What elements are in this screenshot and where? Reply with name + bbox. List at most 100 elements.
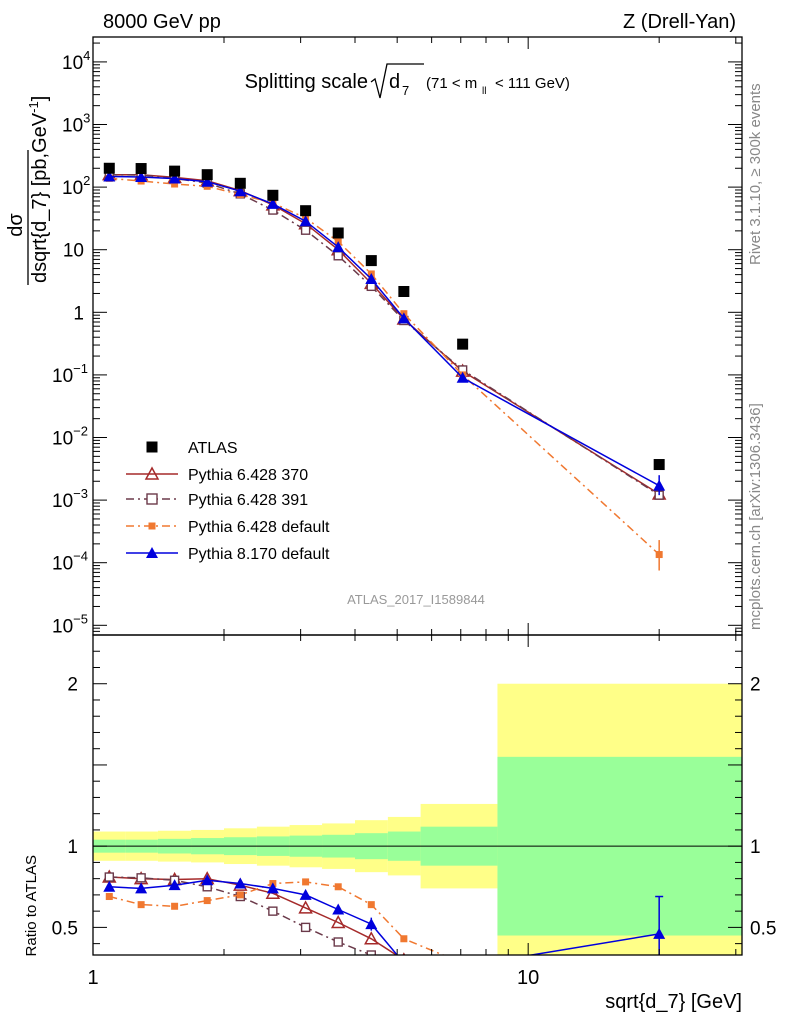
x-tick-label: 1: [87, 967, 98, 989]
y-tick-label: 10: [63, 241, 84, 262]
y-tick-label: 10−4: [52, 549, 88, 575]
y-tick-label: 10−3: [52, 486, 88, 512]
ratio-line: [109, 879, 660, 955]
legend: ATLAS Pythia 6.428 370 Pythia 6.428 391 Pyt…: [126, 440, 330, 563]
series-atlas: [103, 162, 665, 471]
legend-label: Pythia 6.428 370: [188, 467, 308, 484]
marker-triangle: [103, 170, 116, 182]
side-label-mcplots: mcplots.cern.ch [arXiv:1306.3436]: [747, 403, 764, 630]
legend-label: Pythia 6.428 default: [188, 519, 330, 536]
ratio-tick-label-right: 2: [750, 675, 761, 696]
marker-triangle: [397, 312, 410, 324]
ylabel-numerator: dσ: [5, 213, 27, 237]
legend-entry: Pythia 6.428 370: [126, 466, 308, 484]
title-range-pre: (71 < m: [426, 75, 477, 92]
header-right: Z (Drell-Yan): [623, 11, 736, 33]
marker-square: [234, 177, 246, 189]
legend-entry: Pythia 8.170 default: [126, 546, 330, 563]
marker-triangle: [234, 877, 247, 889]
marker-square-open: [333, 251, 343, 261]
legend-entry: Pythia 6.428 391: [126, 492, 308, 509]
marker-square: [334, 883, 342, 891]
marker-triangle: [266, 197, 279, 209]
legend-label: Pythia 6.428 391: [188, 492, 308, 509]
marker-square: [171, 180, 179, 188]
marker-square-open: [300, 922, 311, 933]
marker-square: [400, 935, 408, 943]
header-left: 8000 GeV pp: [103, 11, 221, 33]
marker-square: [267, 189, 279, 201]
ylabel-exp: -1: [26, 101, 41, 113]
legend-label: ATLAS: [188, 440, 238, 457]
ratio-tick-label: 1: [67, 837, 78, 858]
ratio-tick-label-right: 0.5: [750, 918, 776, 939]
marker-triangle: [201, 175, 214, 187]
series-pythia-8-170-default: [103, 170, 666, 491]
marker-square: [148, 522, 156, 530]
marker-square-open: [366, 950, 376, 955]
ylabel-close: ]: [29, 96, 51, 102]
marker-triangle: [456, 371, 469, 383]
legend-entry: ATLAS: [146, 440, 238, 457]
marker-square: [135, 163, 147, 175]
side-label-rivet: Rivet 3.1.10, ≥ 300k events: [747, 83, 764, 265]
ratio-error-bars: [337, 895, 664, 955]
plot-title: Splitting scale d 7 (71 < m ll < 111 GeV…: [245, 63, 570, 99]
legend-entry: Pythia 6.428 default: [126, 519, 330, 536]
marker-square: [103, 162, 115, 174]
y-tick-label: 104: [62, 48, 90, 74]
ratio-line: [109, 876, 375, 955]
marker-square: [105, 893, 113, 901]
sqrt-symbol: [370, 63, 424, 99]
marker-square: [146, 441, 158, 453]
ylabel-den-text: dsqrt{d_7} [pb,GeV: [29, 112, 51, 283]
ratio-panel-series: [102, 869, 666, 955]
marker-square: [457, 338, 469, 350]
y-tick-label: 102: [62, 173, 90, 199]
marker-triangle: [103, 880, 116, 892]
marker-square: [137, 901, 145, 909]
marker-triangle: [168, 172, 181, 184]
series-line: [109, 175, 660, 487]
marker-square: [236, 891, 244, 899]
marker-triangle-open: [330, 914, 346, 929]
ratio-frame: [92, 634, 743, 956]
y-tick-label: 103: [62, 111, 90, 137]
title-range-sub: ll: [482, 86, 486, 97]
ratio-axis-label: Ratio to ATLAS: [23, 855, 40, 956]
marker-triangle-open: [144, 466, 160, 480]
marker-square: [203, 897, 211, 905]
marker-square-open: [136, 873, 146, 883]
marker-square: [300, 205, 312, 217]
title-symbol: d: [389, 71, 400, 93]
ratio-line: [109, 881, 445, 955]
marker-triangle: [135, 882, 148, 894]
ratio-tick-label-right: 1: [750, 837, 761, 858]
marker-square: [365, 255, 377, 267]
y-tick-label: 10−2: [52, 424, 88, 450]
y-tick-label: 10−5: [52, 611, 88, 637]
marker-square-open: [300, 225, 311, 235]
marker-square: [653, 459, 665, 471]
marker-triangle: [201, 874, 214, 886]
marker-triangle: [332, 241, 345, 253]
marker-square: [367, 901, 375, 909]
y-tick-label: 1: [73, 303, 84, 324]
title-subscript: 7: [402, 83, 409, 98]
x-tick-label: 10: [517, 967, 539, 989]
watermark: ATLAS_2017_I1589844: [347, 592, 485, 607]
marker-square-open: [333, 937, 343, 947]
marker-square: [171, 902, 179, 910]
marker-square: [302, 878, 310, 886]
ratio-tick-label: 2: [67, 675, 78, 696]
marker-triangle-open: [364, 931, 379, 945]
y-tick-label: 10−1: [52, 361, 88, 387]
marker-square: [398, 285, 410, 297]
main-panel-series: [102, 162, 667, 571]
marker-square: [169, 165, 181, 177]
legend-label: Pythia 8.170 default: [188, 546, 330, 563]
ylabel-denominator: dsqrt{d_7} [pb,GeV-1]: [26, 96, 51, 283]
marker-triangle: [299, 215, 312, 227]
marker-triangle: [365, 273, 378, 285]
